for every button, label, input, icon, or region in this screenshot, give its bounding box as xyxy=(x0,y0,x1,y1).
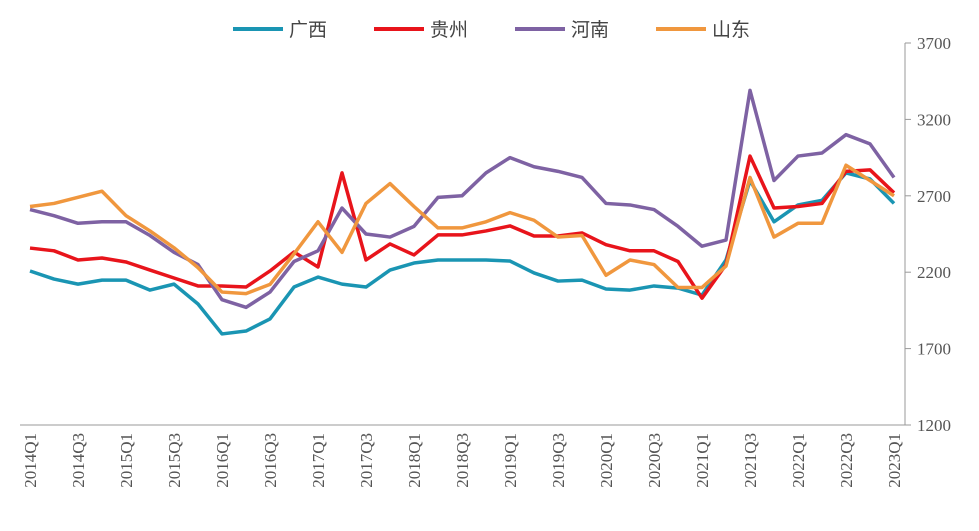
x-tick-label: 2023Q1 xyxy=(885,433,904,488)
x-tick-label: 2020Q1 xyxy=(597,433,616,488)
x-tick-label: 2019Q1 xyxy=(501,433,520,488)
y-tick-label: 3200 xyxy=(917,110,951,129)
x-tick-label: 2021Q3 xyxy=(741,433,760,488)
x-tick-label: 2018Q3 xyxy=(453,433,472,488)
x-tick-label: 2018Q1 xyxy=(405,433,424,488)
x-tick-label: 2015Q3 xyxy=(165,433,184,488)
x-tick-label: 2022Q3 xyxy=(837,433,856,488)
legend: 广西 贵州 河南 山东 xyxy=(233,19,750,41)
x-tick-label: 2021Q1 xyxy=(693,433,712,488)
series-line xyxy=(29,154,896,300)
legend-label: 河南 xyxy=(571,19,609,41)
y-tick-label: 1700 xyxy=(917,340,951,359)
x-tick-label: 2015Q1 xyxy=(117,433,136,488)
x-tick-label: 2016Q3 xyxy=(261,433,280,488)
x-tick-label: 2014Q3 xyxy=(69,433,88,488)
x-tick-label: 2014Q1 xyxy=(21,433,40,488)
y-tick-label: 2200 xyxy=(917,263,951,282)
y-tick-label: 2700 xyxy=(917,187,951,206)
x-tick-label: 2020Q3 xyxy=(645,433,664,488)
series-line xyxy=(29,88,896,310)
x-tick-label: 2017Q1 xyxy=(309,433,328,488)
legend-label: 广西 xyxy=(289,19,327,41)
legend-label: 贵州 xyxy=(430,19,468,41)
x-tick-label: 2017Q3 xyxy=(357,433,376,488)
legend-label: 山东 xyxy=(712,19,750,41)
x-tick-label: 2016Q1 xyxy=(213,433,232,488)
y-tick-label: 1200 xyxy=(917,416,951,435)
x-tick-label: 2022Q1 xyxy=(789,433,808,488)
y-tick-label: 3700 xyxy=(917,34,951,53)
x-tick-label: 2019Q3 xyxy=(549,433,568,488)
series-line xyxy=(29,163,895,296)
